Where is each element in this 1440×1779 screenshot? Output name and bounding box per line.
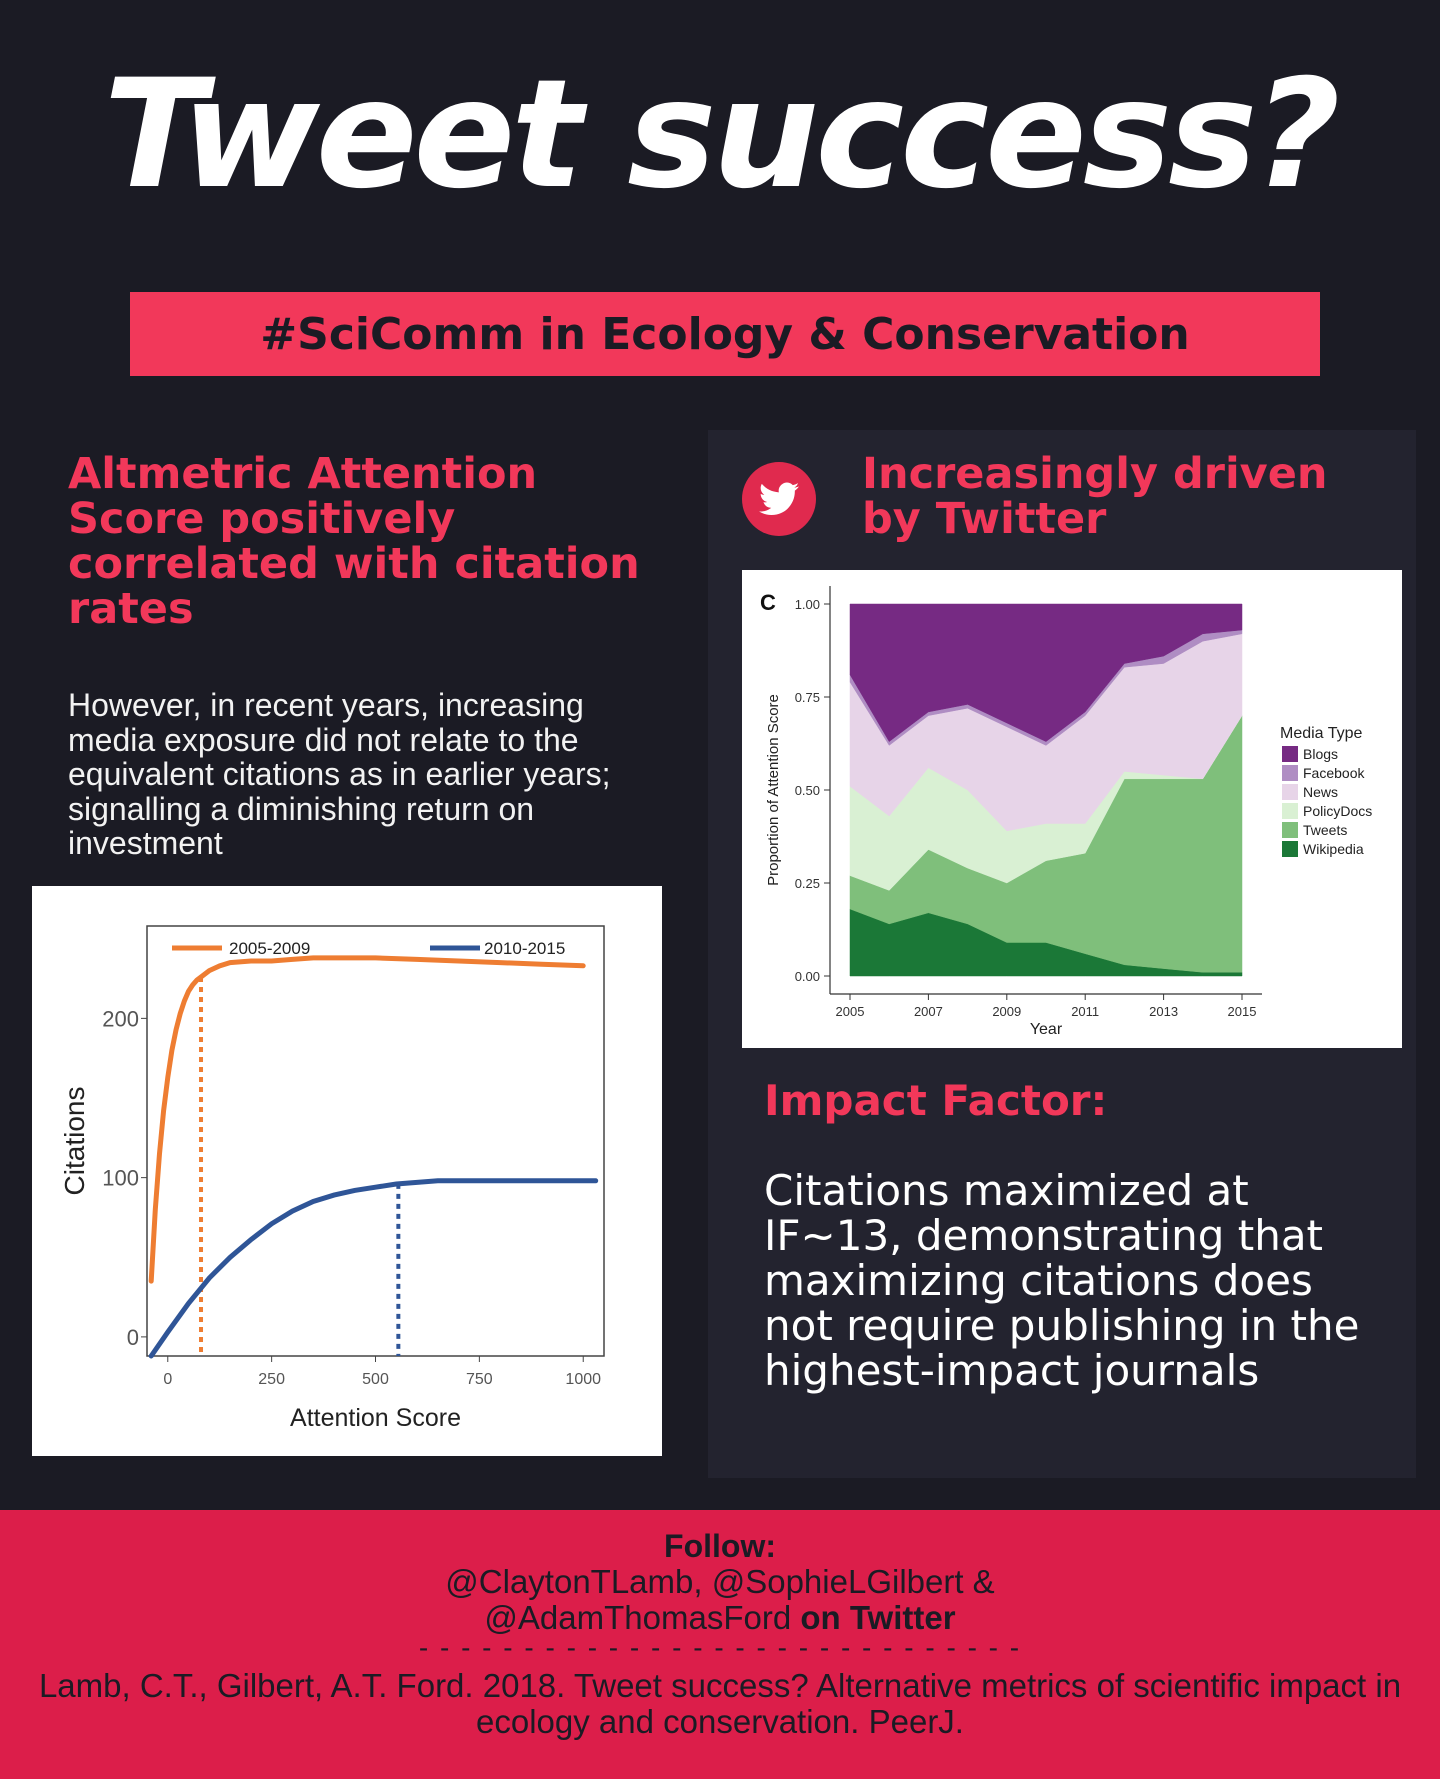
legend-label-Facebook: Facebook [1303, 765, 1365, 781]
y-tick-label: 0.00 [795, 969, 820, 984]
left-heading: Altmetric Attention Score positively cor… [68, 449, 640, 634]
series-line-2010-2015 [148, 1178, 599, 1359]
panel-label: C [760, 590, 776, 615]
x-tick-label: 750 [466, 1371, 493, 1388]
legend-label-2010-2015: 2010-2015 [484, 939, 565, 958]
impact-factor-body: Citations maximized at IF~13, demonstrat… [764, 1166, 1360, 1395]
legend-label-PolicyDocs: PolicyDocs [1303, 803, 1372, 819]
left-body-text: However, in recent years, increasing med… [68, 687, 611, 861]
y-tick-label: 100 [102, 1166, 139, 1191]
handle-adamthomasford[interactable]: @AdamThomasFord [484, 1599, 792, 1636]
area-Blogs [849, 603, 1243, 742]
legend-swatch-Tweets [1282, 822, 1298, 838]
y-axis-label: Proportion of Attention Score [765, 694, 782, 886]
x-tick-label: 2007 [914, 1004, 943, 1019]
x-tick-label: 500 [362, 1371, 389, 1388]
media-type-chart-card: 0.00 0.25 0.50 0.75 1.00 2005 2007 2009 2011 2013… [742, 570, 1402, 1048]
legend-swatch-Blogs [1282, 746, 1298, 762]
legend-label-News: News [1303, 784, 1338, 800]
y-tick-label: 0.25 [795, 876, 820, 891]
footer-handles-line2: @AdamThomasFord on Twitter [0, 1600, 1440, 1636]
twitter-bird-icon [759, 482, 799, 515]
y-tick-label: 200 [102, 1006, 139, 1031]
y-tick-label: 0.75 [795, 690, 820, 705]
legend-swatch-News [1282, 784, 1298, 800]
legend-swatch-Facebook [1282, 765, 1298, 781]
legend-swatch-PolicyDocs [1282, 803, 1298, 819]
x-tick-label: 2005 [836, 1004, 865, 1019]
legend-title: Media Type [1280, 725, 1363, 742]
legend-label-Wikipedia: Wikipedia [1303, 841, 1364, 857]
x-tick-label: 250 [258, 1371, 285, 1388]
impact-factor-heading: Impact Factor: [764, 1076, 1108, 1125]
citations-chart-card: 0 250 500 750 1000 0 100 200 Attention Score Cita… [32, 886, 662, 1456]
legend-label-Tweets: Tweets [1303, 822, 1347, 838]
page-title: Tweet success? [103, 48, 1341, 222]
legend-swatch-Wikipedia [1282, 841, 1298, 857]
plot-frame [146, 925, 605, 1357]
x-axis-label: Attention Score [290, 1404, 461, 1432]
footer-on-twitter: on Twitter [791, 1599, 956, 1636]
x-tick-label: 2009 [992, 1004, 1021, 1019]
y-tick-label: 1.00 [795, 597, 820, 612]
y-tick-label: 0 [127, 1325, 139, 1350]
subtitle-banner: #SciComm in Ecology & Conservation [130, 292, 1320, 376]
x-tick-label: 2015 [1228, 1004, 1257, 1019]
legend-label-2005-2009: 2005-2009 [229, 939, 310, 958]
footer: Follow: @ClaytonTLamb, @SophieLGilbert &… [0, 1510, 1440, 1779]
media-type-area-chart: 0.00 0.25 0.50 0.75 1.00 2005 2007 2009 2011 2013… [760, 586, 1372, 1038]
y-axis-label: Citations [59, 1087, 90, 1196]
y-tick-label: 0.50 [795, 783, 820, 798]
x-tick-label: 2013 [1149, 1004, 1178, 1019]
legend-label-Blogs: Blogs [1303, 746, 1338, 762]
footer-citation: Lamb, C.T., Gilbert, A.T. Ford. 2018. Tw… [38, 1667, 1402, 1740]
x-tick-label: 1000 [565, 1371, 601, 1388]
citations-chart: 0 250 500 750 1000 0 100 200 Attention Score Cita… [59, 925, 605, 1432]
x-tick-label: 0 [163, 1371, 172, 1388]
series-line-2005-2009 [148, 955, 586, 1284]
x-tick-label: 2011 [1071, 1004, 1099, 1019]
footer-divider: - - - - - - - - - - - - - - - - - - - - … [418, 1632, 1022, 1663]
x-axis-label: Year [1030, 1021, 1063, 1038]
twitter-icon [742, 462, 816, 536]
footer-follow-label: Follow: [664, 1528, 776, 1564]
footer-handles: @ClaytonTLamb, @SophieLGilbert & @AdamTh… [0, 1564, 1440, 1636]
right-heading: Increasingly driven by Twitter [862, 449, 1328, 544]
footer-handles-line1[interactable]: @ClaytonTLamb, @SophieLGilbert & [445, 1563, 995, 1600]
